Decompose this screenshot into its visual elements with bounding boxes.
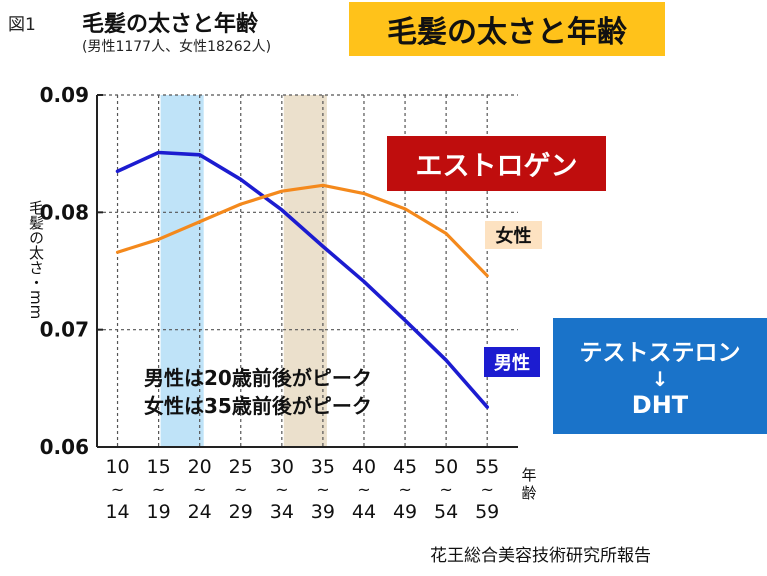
source-credit: 花王総合美容技術研究所報告: [430, 546, 651, 566]
x-tick-label-mid: ~: [480, 480, 493, 499]
x-tick-label-top: 15: [147, 456, 171, 478]
x-tick-label-mid: ~: [193, 480, 206, 499]
x-tick-label-top: 25: [229, 456, 253, 478]
x-tick-label-top: 45: [393, 456, 417, 478]
x-tick-label-bot: 49: [393, 501, 417, 523]
x-tick-label-bot: 24: [188, 501, 212, 523]
x-tick-labels: 10 ~14 15 ~19 20 ~24 25 ~29 30 ~34 35 ~39 40 ~44 45 ~49…: [105, 456, 499, 523]
x-tick-label-mid: ~: [439, 480, 452, 499]
peak-annotation-female: 女性は35歳前後がピーク: [144, 394, 372, 418]
x-tick-label-mid: ~: [234, 480, 247, 499]
x-tick-label-mid: ~: [275, 480, 288, 499]
testosterone-dht-box: テストステロン ↓ DHT: [553, 318, 767, 434]
x-tick-label-bot: 29: [229, 501, 253, 523]
chart-title: 毛髪の太さと年齢: [82, 12, 259, 37]
y-axis-label: 毛髪の太さ・mm: [27, 200, 45, 320]
x-tick-label-mid: ~: [316, 480, 329, 499]
x-tick-label-bot: 14: [105, 501, 129, 523]
series-line-male: [115, 150, 489, 409]
chart-subtitle: (男性1177人、女性18262人): [82, 39, 272, 55]
x-tick-label-mid: ~: [357, 480, 370, 499]
grid-lines: [97, 94, 518, 447]
series-lines: [115, 150, 489, 409]
x-tick-label-top: 40: [352, 456, 376, 478]
x-axis-label: 年齢: [521, 466, 537, 502]
x-tick-label-mid: ~: [152, 480, 165, 499]
series-line-female: [115, 183, 489, 278]
x-tick-label-bot: 44: [352, 501, 376, 523]
x-tick-label-bot: 19: [147, 501, 171, 523]
x-tick-label-top: 30: [270, 456, 294, 478]
x-tick-label-top: 55: [475, 456, 499, 478]
x-tick-label-top: 20: [188, 456, 212, 478]
x-tick-label-mid: ~: [398, 480, 411, 499]
y-tick-label: 0.06: [40, 435, 89, 459]
x-tick-label-mid: ~: [111, 480, 124, 499]
y-tick-label: 0.07: [40, 318, 89, 342]
axes: [96, 94, 518, 448]
x-tick-label-top: 50: [434, 456, 458, 478]
x-tick-label-top: 35: [311, 456, 335, 478]
down-arrow-icon: ↓: [651, 367, 669, 391]
testosterone-label: テストステロン: [579, 340, 741, 366]
x-tick-label-bot: 39: [311, 501, 335, 523]
y-tick-label: 0.08: [40, 200, 89, 224]
peak-annotation: 男性は20歳前後がピーク 女性は35歳前後がピーク: [144, 364, 372, 420]
x-tick-label-top: 10: [105, 456, 129, 478]
legend-female: 女性: [485, 221, 542, 249]
estrogen-label: エストロゲン: [387, 136, 606, 191]
y-tick-label: 0.09: [40, 83, 89, 107]
y-tick-labels: 0.06 0.07 0.08 0.09: [40, 83, 89, 459]
highlight-band-female: [283, 95, 327, 447]
figure-label: 図1: [8, 15, 36, 35]
legend-male: 男性: [484, 347, 540, 377]
dht-label: DHT: [631, 391, 689, 419]
x-tick-label-bot: 54: [434, 501, 458, 523]
x-tick-label-bot: 59: [475, 501, 499, 523]
title-banner: 毛髪の太さと年齢: [349, 2, 665, 56]
x-tick-label-bot: 34: [270, 501, 294, 523]
peak-annotation-male: 男性は20歳前後がピーク: [144, 366, 372, 390]
